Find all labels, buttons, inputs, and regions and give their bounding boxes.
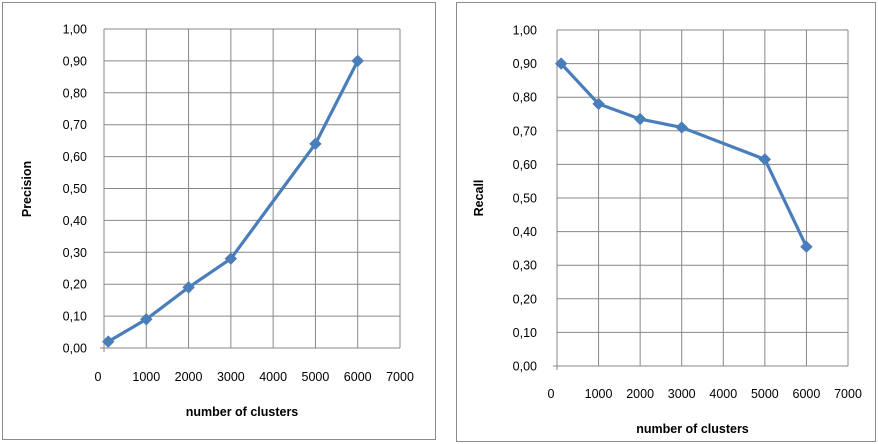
y-tick-label: 0,90 [63, 54, 87, 68]
x-tick-label: 3000 [217, 370, 245, 384]
x-tick-label: 2000 [626, 387, 654, 401]
data-point-marker [140, 313, 153, 326]
y-tick-label: 0,60 [513, 158, 537, 172]
recall-chart: 0,00 0,10 0,20 0,30 0,40 0,50 0,60 0,70 0,80 0,90… [472, 24, 862, 437]
y-tick-label: 0,10 [63, 310, 87, 324]
y-tick-label: 0,60 [63, 150, 87, 164]
precision-chart-panel: 0,00 0,10 0,20 0,30 0,40 0,50 0,60 0,70 0,80 0,90… [2, 2, 436, 440]
y-tick-label: 0,70 [63, 118, 87, 132]
data-point-marker [351, 54, 364, 68]
data-point-marker [309, 137, 322, 151]
data-point-marker [758, 153, 772, 166]
y-tick-label: 1,00 [63, 23, 87, 37]
series-line [107, 60, 360, 343]
x-tick-label: 4000 [259, 370, 287, 384]
y-axis-label: Precision [20, 161, 34, 217]
series-line [559, 62, 808, 248]
x-tick-label: 3000 [668, 387, 696, 401]
x-tick-label: 7000 [834, 387, 862, 401]
y-tick-label: 0,80 [63, 86, 87, 100]
x-tick-label: 2000 [175, 370, 203, 384]
data-point-marker [182, 281, 195, 294]
x-tick-label: 4000 [709, 387, 737, 401]
data-point-marker [224, 252, 238, 265]
y-tick-label: 0,20 [63, 278, 87, 292]
x-tick-label: 6000 [344, 370, 372, 384]
recall-chart-panel: 0,00 0,10 0,20 0,30 0,40 0,50 0,60 0,70 0,80 0,90… [456, 2, 876, 442]
x-axis-label: number of clusters [186, 405, 299, 419]
y-tick-label: 0,40 [513, 225, 537, 239]
data-point-marker [633, 112, 647, 126]
y-tick-label: 0,70 [513, 124, 537, 138]
x-axis-label: number of clusters [636, 422, 749, 436]
precision-chart: 0,00 0,10 0,20 0,30 0,40 0,50 0,60 0,70 0,80 0,90… [20, 23, 414, 420]
y-tick-label: 0,80 [513, 91, 537, 105]
y-tick-label: 1,00 [513, 24, 537, 38]
x-tick-label: 0 [548, 387, 555, 401]
data-point-marker [675, 121, 688, 134]
y-tick-label: 0,00 [513, 360, 537, 374]
gridlines [103, 28, 401, 349]
y-axis-label: Recall [472, 180, 486, 217]
data-point-marker [800, 240, 813, 253]
y-tick-label: 0,90 [513, 57, 537, 71]
x-tick-label: 1000 [132, 370, 160, 384]
y-tick-label: 0,50 [63, 182, 87, 196]
y-tick-label: 0,50 [513, 192, 537, 206]
x-tick-label: 1000 [585, 387, 613, 401]
x-tick-label: 6000 [793, 387, 821, 401]
y-tick-label: 0,30 [63, 246, 87, 260]
y-tick-label: 0,30 [513, 259, 537, 273]
x-tick-label: 0 [95, 370, 102, 384]
y-tick-label: 0,00 [63, 342, 87, 356]
data-point-marker [592, 97, 605, 111]
x-tick-label: 5000 [751, 387, 779, 401]
gridlines [556, 29, 849, 367]
y-tick-label: 0,10 [513, 326, 537, 340]
data-point-marker [554, 57, 568, 70]
y-tick-label: 0,20 [513, 292, 537, 306]
y-tick-label: 0,40 [63, 214, 87, 228]
x-tick-label: 7000 [386, 370, 414, 384]
x-tick-label: 5000 [302, 370, 330, 384]
data-point-marker [102, 335, 115, 348]
